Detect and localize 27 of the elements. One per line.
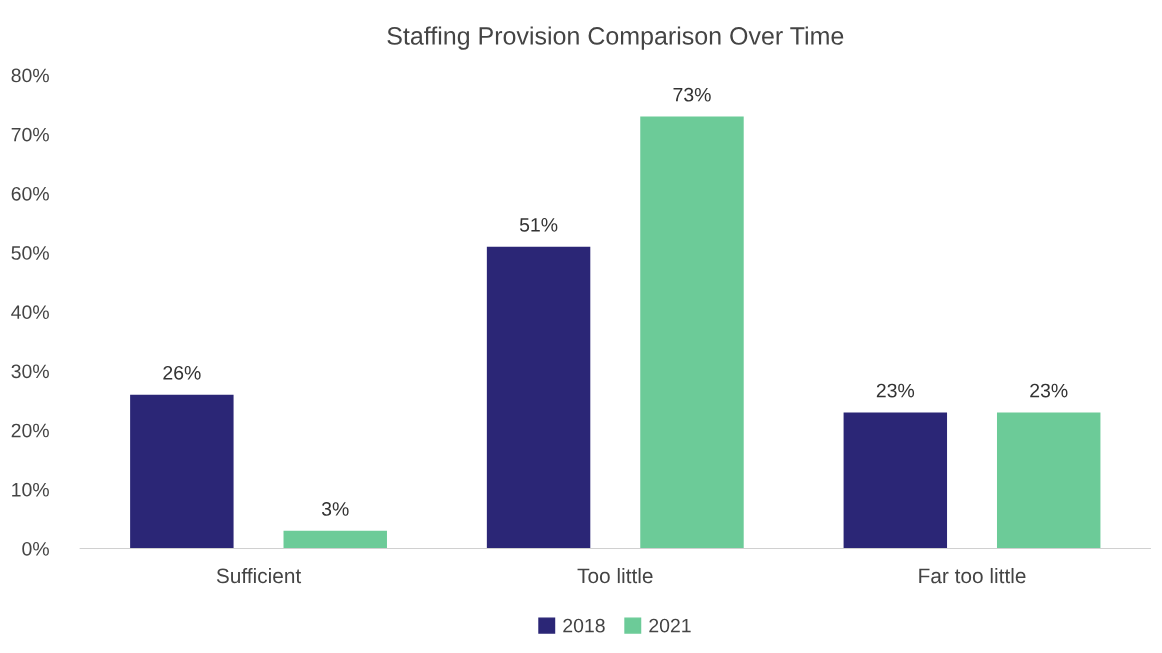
bar — [283, 530, 387, 549]
y-tick-label: 60% — [11, 186, 49, 201]
bar — [486, 246, 591, 549]
legend-label: 2018 — [563, 618, 605, 633]
bar — [996, 412, 1101, 549]
x-tick-label: Too little — [577, 567, 653, 584]
data-label: 3% — [321, 502, 349, 516]
y-tick-label: 20% — [11, 423, 49, 438]
legend-label: 2021 — [649, 618, 691, 633]
data-label: 23% — [876, 383, 915, 398]
y-tick-label: 80% — [11, 68, 49, 83]
y-tick-label: 30% — [11, 364, 49, 379]
chart-title: Staffing Provision Comparison Over Time — [387, 26, 844, 50]
bar — [843, 412, 948, 549]
data-label: 73% — [673, 87, 711, 102]
x-tick-label: Sufficient — [216, 567, 302, 584]
y-tick-label: 40% — [11, 305, 49, 320]
y-tick-label: 10% — [12, 482, 49, 497]
y-tick-label: 50% — [11, 246, 49, 260]
bar — [640, 116, 744, 549]
data-label: 51% — [519, 218, 558, 232]
data-label: 23% — [1030, 383, 1068, 398]
bar — [130, 394, 234, 549]
y-tick-label: 70% — [11, 127, 49, 142]
y-tick-label: 0% — [22, 541, 49, 556]
x-tick-label: Far too little — [919, 567, 1026, 584]
data-label: 26% — [163, 365, 201, 380]
